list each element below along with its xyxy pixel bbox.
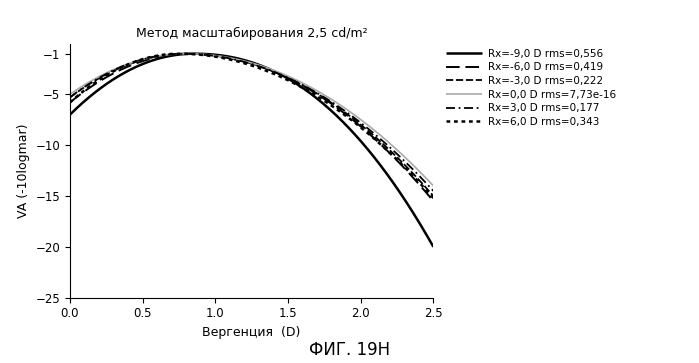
Rx=0,0 D rms=7,73e-16 <box>331 99 339 104</box>
Rx=6,0 D rms=0,343 <box>331 106 339 110</box>
X-axis label: Вергенция  (D): Вергенция (D) <box>203 326 301 339</box>
Rx=6,0 D rms=0,343 <box>329 105 338 109</box>
Legend: Rx=-9,0 D rms=0,556, Rx=-6,0 D rms=0,419, Rx=-3,0 D rms=0,222, Rx=0,0 D rms=7,73: Rx=-9,0 D rms=0,556, Rx=-6,0 D rms=0,419… <box>446 49 616 127</box>
Rx=-9,0 D rms=0,556 <box>189 52 198 56</box>
Rx=0,0 D rms=7,73e-16 <box>66 92 74 97</box>
Rx=-3,0 D rms=0,222 <box>329 102 338 106</box>
Rx=-9,0 D rms=0,556 <box>295 83 303 88</box>
Rx=6,0 D rms=0,343 <box>429 196 438 200</box>
Rx=-6,0 D rms=0,419 <box>295 82 303 86</box>
Rx=-9,0 D rms=0,556 <box>329 110 338 115</box>
Rx=-9,0 D rms=0,556 <box>210 53 219 57</box>
Rx=3,0 D rms=0,177 <box>429 189 438 193</box>
Rx=0,0 D rms=7,73e-16 <box>182 52 191 56</box>
Rx=3,0 D rms=0,177 <box>295 81 303 86</box>
Rx=-3,0 D rms=0,222 <box>295 81 303 86</box>
Rx=-9,0 D rms=0,556 <box>331 112 339 117</box>
Y-axis label: VA (-10logmar): VA (-10logmar) <box>17 123 30 218</box>
Rx=-6,0 D rms=0,419 <box>184 52 192 56</box>
Rx=0,0 D rms=7,73e-16 <box>110 68 118 72</box>
Rx=-6,0 D rms=0,419 <box>66 100 74 105</box>
Rx=6,0 D rms=0,343 <box>210 54 219 59</box>
Line: Rx=-6,0 D rms=0,419: Rx=-6,0 D rms=0,419 <box>70 54 433 201</box>
Rx=-9,0 D rms=0,556 <box>66 113 74 117</box>
Line: Rx=-3,0 D rms=0,222: Rx=-3,0 D rms=0,222 <box>70 54 433 196</box>
Line: Rx=3,0 D rms=0,177: Rx=3,0 D rms=0,177 <box>70 54 433 191</box>
Line: Rx=6,0 D rms=0,343: Rx=6,0 D rms=0,343 <box>70 54 433 198</box>
Line: Rx=-9,0 D rms=0,556: Rx=-9,0 D rms=0,556 <box>70 54 433 247</box>
Rx=-9,0 D rms=0,556 <box>110 77 118 81</box>
Rx=0,0 D rms=7,73e-16 <box>295 79 303 83</box>
Rx=3,0 D rms=0,177 <box>185 52 194 56</box>
Rx=0,0 D rms=7,73e-16 <box>210 53 219 58</box>
Rx=3,0 D rms=0,177 <box>331 102 339 106</box>
Rx=-3,0 D rms=0,222 <box>331 103 339 107</box>
Rx=3,0 D rms=0,177 <box>329 101 338 105</box>
Rx=6,0 D rms=0,343 <box>185 52 194 56</box>
Rx=-6,0 D rms=0,419 <box>429 199 438 203</box>
Rx=-3,0 D rms=0,222 <box>429 194 438 198</box>
Rx=3,0 D rms=0,177 <box>66 95 74 99</box>
Rx=0,0 D rms=7,73e-16 <box>429 184 438 188</box>
Rx=-6,0 D rms=0,419 <box>329 103 338 107</box>
Rx=0,0 D rms=7,73e-16 <box>185 52 194 56</box>
Rx=-6,0 D rms=0,419 <box>331 104 339 109</box>
Rx=3,0 D rms=0,177 <box>110 68 118 72</box>
Rx=-3,0 D rms=0,222 <box>185 52 194 56</box>
Rx=-3,0 D rms=0,222 <box>66 95 74 99</box>
Rx=6,0 D rms=0,343 <box>175 52 183 56</box>
Rx=-6,0 D rms=0,419 <box>110 71 118 76</box>
Rx=0,0 D rms=7,73e-16 <box>329 98 338 103</box>
Rx=6,0 D rms=0,343 <box>110 69 118 73</box>
Rx=-9,0 D rms=0,556 <box>429 245 438 249</box>
Rx=6,0 D rms=0,343 <box>66 100 74 105</box>
Rx=-3,0 D rms=0,222 <box>182 52 191 56</box>
Rx=6,0 D rms=0,343 <box>295 84 303 88</box>
Rx=-9,0 D rms=0,556 <box>184 52 192 56</box>
Line: Rx=0,0 D rms=7,73e-16: Rx=0,0 D rms=7,73e-16 <box>70 54 433 186</box>
Rx=-3,0 D rms=0,222 <box>210 53 219 58</box>
Rx=3,0 D rms=0,177 <box>180 52 188 56</box>
Rx=3,0 D rms=0,177 <box>210 54 219 58</box>
Text: ФИГ. 19Н: ФИГ. 19Н <box>309 341 390 359</box>
Rx=-3,0 D rms=0,222 <box>110 69 118 73</box>
Rx=-6,0 D rms=0,419 <box>185 52 194 56</box>
Title: Метод масштабирования 2,5 cd/m²: Метод масштабирования 2,5 cd/m² <box>136 26 368 40</box>
Rx=-6,0 D rms=0,419 <box>210 53 219 57</box>
